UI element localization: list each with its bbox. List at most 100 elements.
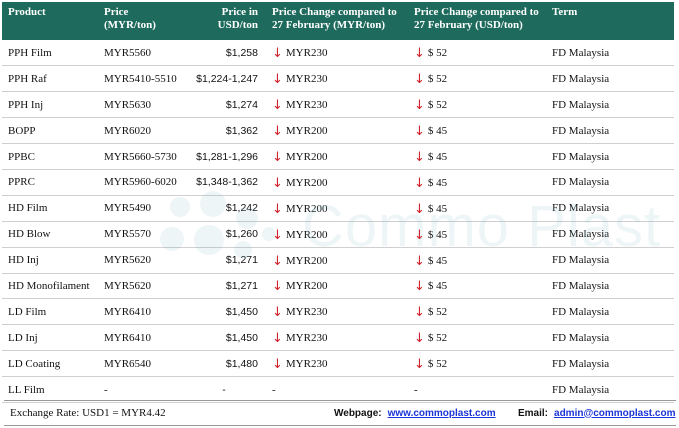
cell-price-usd: $1,450 <box>184 298 266 326</box>
cell-term: FD Malaysia <box>546 247 674 274</box>
cell-term-text: FD Malaysia <box>552 383 610 396</box>
cell-term-text: FD Malaysia <box>552 150 610 163</box>
down-arrow-icon: ↓ <box>272 227 283 243</box>
table-row: BOPP MYR6020 $1,362 ↓ MYR200 ↓ $ 45 FD Malaysia <box>2 117 674 145</box>
header-price-myr: Price (MYR/ton) <box>104 6 156 31</box>
cell-product-text: HD Inj <box>8 254 39 267</box>
cell-change-myr-text: MYR200 <box>285 176 328 189</box>
down-arrow-icon: ↓ <box>414 305 425 321</box>
footer-bar: Exchange Rate: USD1 = MYR4.42 Webpage: ww… <box>4 400 676 426</box>
cell-price-myr: MYR5630 <box>98 91 184 119</box>
cell-change-myr-text: MYR200 <box>285 254 328 267</box>
cell-price-usd: $1,271 <box>184 247 266 274</box>
cell-change-usd: ↓ $ 52 <box>408 91 546 119</box>
cell-price-usd-text: $1,274 <box>225 98 258 111</box>
cell-price-myr: MYR5490 <box>98 195 184 222</box>
down-arrow-icon: ↓ <box>272 279 283 295</box>
cell-price-myr: MYR6020 <box>98 117 184 145</box>
price-table: Product Price (MYR/ton) Price in USD/ton P… <box>2 2 674 403</box>
cell-change-usd: ↓ $ 45 <box>408 221 546 248</box>
cell-change-usd: - <box>408 376 546 403</box>
cell-change-myr-text: MYR200 <box>285 125 328 138</box>
cell-change-myr-text: MYR230 <box>285 73 328 86</box>
down-arrow-icon: ↓ <box>272 331 283 347</box>
cell-change-usd: ↓ $ 45 <box>408 117 546 145</box>
down-arrow-icon: ↓ <box>272 72 283 88</box>
down-arrow-icon: ↓ <box>414 357 425 373</box>
cell-price-usd-text: $1,271 <box>225 254 258 267</box>
cell-change-myr-text: - <box>272 383 276 396</box>
cell-price-myr: MYR5660-5730 <box>98 143 184 170</box>
cell-change-myr: ↓ MYR230 <box>266 65 408 93</box>
cell-product-text: PPH Inj <box>8 98 44 111</box>
cell-term-text: FD Malaysia <box>552 279 610 292</box>
cell-term: FD Malaysia <box>546 117 674 145</box>
cell-price-usd-text: $1,480 <box>225 357 258 370</box>
table-body: PPH Film MYR5560 $1,258 ↓ MYR230 ↓ $ 52 FD Mala… <box>2 40 674 403</box>
cell-term: FD Malaysia <box>546 169 674 196</box>
cell-change-usd: ↓ $ 52 <box>408 40 546 67</box>
cell-change-myr-text: MYR200 <box>285 151 328 163</box>
cell-price-myr-text: MYR6020 <box>104 124 152 137</box>
cell-price-myr: MYR5620 <box>98 247 184 274</box>
down-arrow-icon: ↓ <box>414 331 425 347</box>
cell-change-myr: ↓ MYR200 <box>266 221 408 248</box>
cell-product: LD Coating <box>2 350 98 378</box>
down-arrow-icon: ↓ <box>414 201 425 217</box>
down-arrow-icon: ↓ <box>272 175 283 191</box>
cell-change-myr: ↓ MYR200 <box>266 195 408 222</box>
down-arrow-icon: ↓ <box>272 46 283 62</box>
cell-price-usd: $1,362 <box>184 117 266 145</box>
cell-product: HD Monofilament <box>2 273 98 300</box>
cell-product: PPH Raf <box>2 65 98 93</box>
cell-product: HD Film <box>2 195 98 222</box>
cell-term-text: FD Malaysia <box>552 176 610 189</box>
cell-product: LL Film <box>2 376 98 403</box>
cell-product-text: PPH Raf <box>8 72 47 85</box>
cell-term: FD Malaysia <box>546 143 674 170</box>
cell-term: FD Malaysia <box>546 221 674 248</box>
cell-change-usd: ↓ $ 45 <box>408 195 546 222</box>
cell-change-myr: ↓ MYR230 <box>266 350 408 378</box>
cell-change-usd-text: $ 52 <box>427 358 448 371</box>
down-arrow-icon: ↓ <box>414 46 425 62</box>
cell-change-usd: ↓ $ 52 <box>408 324 546 352</box>
down-arrow-icon: ↓ <box>272 253 283 269</box>
cell-price-usd: $1,480 <box>184 350 266 378</box>
cell-term: FD Malaysia <box>546 195 674 222</box>
cell-change-usd: ↓ $ 52 <box>408 298 546 326</box>
webpage-link[interactable]: www.commoplast.com <box>387 407 496 419</box>
cell-change-usd: ↓ $ 45 <box>408 169 546 196</box>
cell-change-usd-text: $ 45 <box>427 151 448 163</box>
cell-price-usd-text: $1,362 <box>225 124 258 137</box>
cell-price-myr: MYR6410 <box>98 324 184 352</box>
cell-price-usd-text: $1,224-1,247 <box>196 72 258 85</box>
table-row: LL Film - - - - FD Malaysia <box>2 376 674 403</box>
cell-term-text: FD Malaysia <box>552 202 610 215</box>
cell-product: LD Film <box>2 298 98 326</box>
cell-price-myr: MYR5620 <box>98 273 184 300</box>
down-arrow-icon: ↓ <box>272 150 283 165</box>
cell-price-myr-text: MYR6410 <box>104 305 152 318</box>
cell-term-text: FD Malaysia <box>552 331 610 344</box>
cell-price-usd: $1,281-1,296 <box>184 143 266 170</box>
cell-change-usd-text: - <box>414 383 418 396</box>
cell-change-myr-text: MYR230 <box>285 358 328 371</box>
cell-product-text: PPRC <box>8 176 35 189</box>
email-link[interactable]: admin@commoplast.com <box>554 407 676 419</box>
cell-product-text: LD Inj <box>8 331 38 344</box>
cell-term: FD Malaysia <box>546 350 674 378</box>
cell-term-text: FD Malaysia <box>552 228 610 241</box>
table-row: HD Inj MYR5620 $1,271 ↓ MYR200 ↓ $ 45 FD Malays… <box>2 247 674 274</box>
cell-change-myr: ↓ MYR200 <box>266 117 408 145</box>
cell-product-text: PPH Film <box>8 46 52 59</box>
cell-term-text: FD Malaysia <box>552 305 610 318</box>
cell-change-usd-text: $ 45 <box>427 125 448 138</box>
cell-price-myr: MYR5570 <box>98 221 184 248</box>
table-row: PPH Inj MYR5630 $1,274 ↓ MYR230 ↓ $ 52 FD Malay… <box>2 91 674 119</box>
cell-change-myr-text: MYR200 <box>285 202 328 215</box>
webpage-label: Webpage: <box>334 407 382 419</box>
cell-term-text: FD Malaysia <box>552 124 610 137</box>
cell-product-text: LD Coating <box>8 357 61 370</box>
